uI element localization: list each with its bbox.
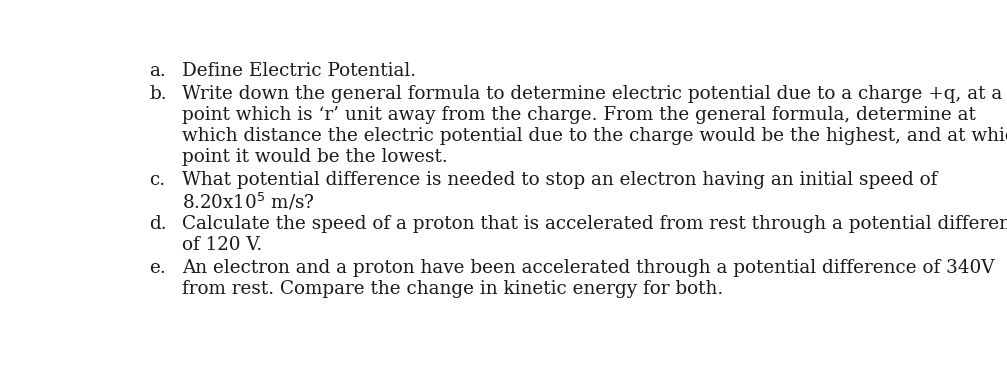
Text: d.: d. bbox=[149, 215, 167, 233]
Text: What potential difference is needed to stop an electron having an initial speed : What potential difference is needed to s… bbox=[181, 171, 938, 189]
Text: a.: a. bbox=[149, 62, 166, 81]
Text: Calculate the speed of a proton that is accelerated from rest through a potentia: Calculate the speed of a proton that is … bbox=[181, 215, 1007, 233]
Text: c.: c. bbox=[149, 171, 165, 189]
Text: of 120 V.: of 120 V. bbox=[181, 236, 262, 254]
Text: point it would be the lowest.: point it would be the lowest. bbox=[181, 148, 447, 166]
Text: Write down the general formula to determine electric potential due to a charge +: Write down the general formula to determ… bbox=[181, 85, 1002, 104]
Text: An electron and a proton have been accelerated through a potential difference of: An electron and a proton have been accel… bbox=[181, 259, 994, 277]
Text: 8.20x10$^5$ m/s?: 8.20x10$^5$ m/s? bbox=[181, 192, 314, 213]
Text: which distance the electric potential due to the charge would be the highest, an: which distance the electric potential du… bbox=[181, 127, 1007, 145]
Text: e.: e. bbox=[149, 259, 166, 277]
Text: Define Electric Potential.: Define Electric Potential. bbox=[181, 62, 416, 81]
Text: from rest. Compare the change in kinetic energy for both.: from rest. Compare the change in kinetic… bbox=[181, 280, 723, 297]
Text: point which is ‘r’ unit away from the charge. From the general formula, determin: point which is ‘r’ unit away from the ch… bbox=[181, 106, 976, 124]
Text: b.: b. bbox=[149, 85, 167, 104]
